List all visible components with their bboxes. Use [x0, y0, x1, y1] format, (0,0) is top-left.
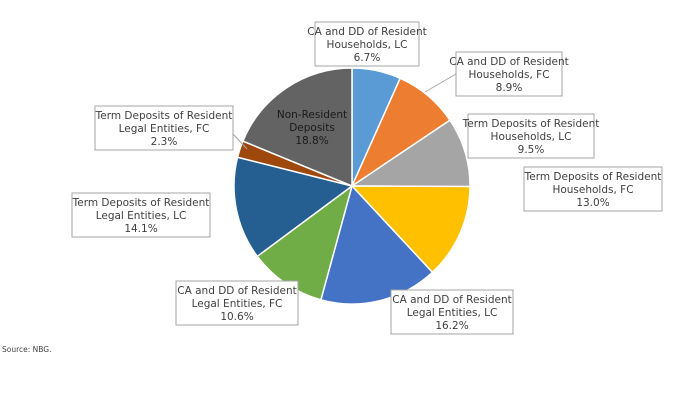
- data-label-text: CA and DD of Resident: [177, 285, 296, 297]
- data-label-text: CA and DD of Resident: [392, 294, 511, 306]
- data-label-text: Term Deposits of Resident: [524, 171, 662, 183]
- data-label-text: Term Deposits of Resident: [95, 110, 233, 122]
- data-label-value: 18.8%: [295, 135, 328, 147]
- pie-slice-8: [241, 67, 353, 188]
- data-label-text: Term Deposits of Resident: [462, 118, 600, 130]
- data-label-text: CA and DD of Resident: [449, 56, 568, 68]
- data-label-value: 9.5%: [518, 144, 545, 156]
- data-label-text: Legal Entities, FC: [192, 298, 283, 310]
- pie-slices: [233, 67, 471, 305]
- data-label-text: Legal Entities, FC: [119, 123, 210, 135]
- data-label-text: CA and DD of Resident: [307, 26, 426, 38]
- data-label-text: Term Deposits of Resident: [72, 197, 210, 209]
- pie-slice-3: [350, 185, 471, 274]
- data-label-text: Legal Entities, LC: [407, 307, 498, 319]
- data-label-value: 10.6%: [220, 311, 253, 323]
- data-label-box: [455, 51, 563, 97]
- data-label-text: Households, FC: [552, 184, 633, 196]
- data-label-text: Households, LC: [327, 39, 408, 51]
- data-label-box: [94, 105, 234, 151]
- data-label-value: 2.3%: [151, 136, 178, 148]
- data-label-box: [467, 113, 595, 159]
- data-label-box: [314, 21, 420, 67]
- data-label-text: Households, LC: [491, 131, 572, 143]
- data-label-text: Legal Entities, LC: [96, 210, 187, 222]
- data-label-value: 6.7%: [354, 52, 381, 64]
- data-label-text: Households, FC: [468, 69, 549, 81]
- leader-lines: [232, 73, 457, 150]
- data-label-box: [71, 192, 211, 238]
- data-label-value: 16.2%: [435, 320, 468, 332]
- data-label-value: 13.0%: [576, 197, 609, 209]
- data-label-text: Non-Resident: [277, 109, 347, 121]
- data-label-value: 8.9%: [496, 82, 523, 94]
- pie-slice-4: [319, 184, 434, 305]
- leader-line-1: [424, 73, 457, 93]
- pie-slice-6: [233, 156, 354, 258]
- data-label-box: [175, 280, 299, 326]
- data-label-value: 14.1%: [124, 223, 157, 235]
- leader-line-7: [232, 133, 248, 150]
- data-label-box: [523, 166, 663, 212]
- data-label-text: Deposits: [289, 122, 335, 134]
- source-note: Source: NBG.: [2, 345, 52, 354]
- data-label-box: [390, 289, 514, 335]
